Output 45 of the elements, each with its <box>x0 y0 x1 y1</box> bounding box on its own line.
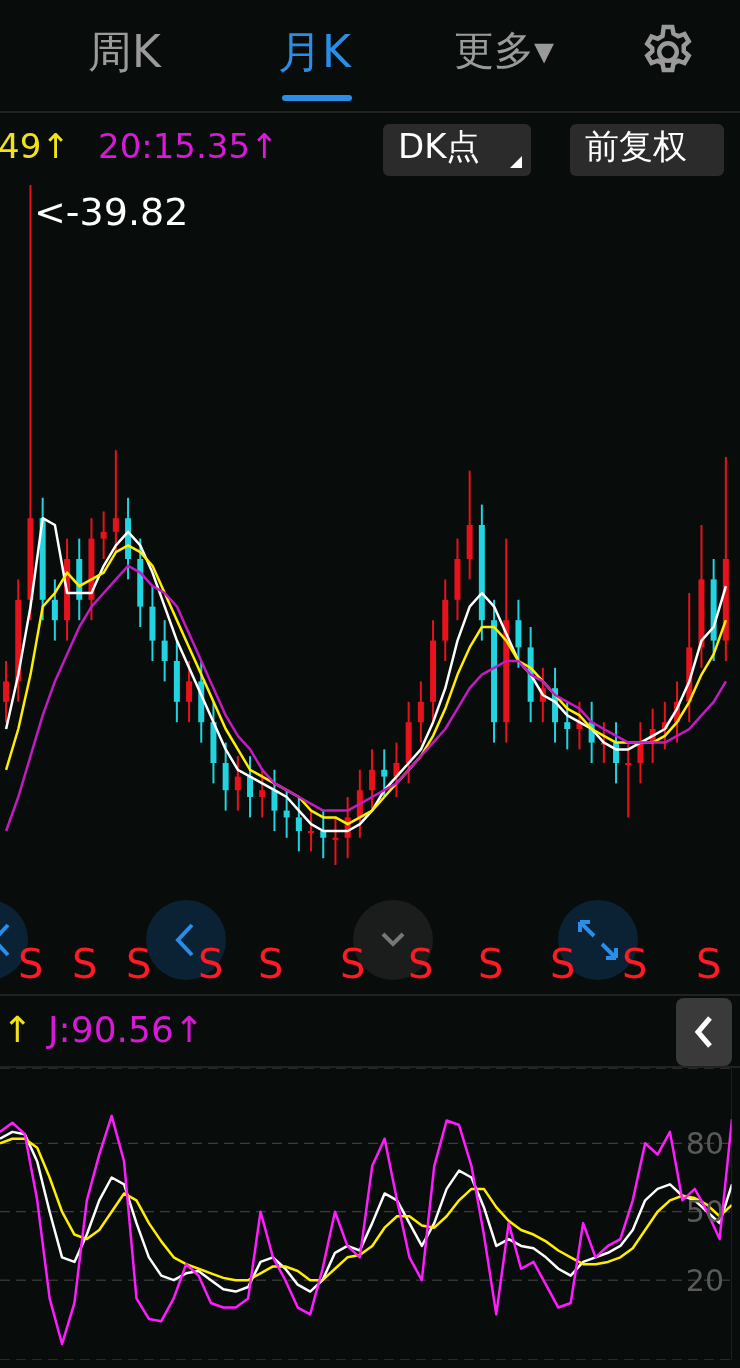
line-series <box>0 1114 732 1346</box>
candlestick <box>381 748 388 798</box>
text: S <box>478 941 504 987</box>
text: 20:15.35↑ <box>98 126 279 166</box>
candlestick <box>417 680 424 744</box>
candlestick <box>3 660 10 724</box>
text: ↑ <box>2 1009 33 1050</box>
candlestick <box>295 796 302 853</box>
candlestick <box>393 741 400 798</box>
candlestick <box>100 510 107 560</box>
candlestick <box>161 619 168 683</box>
candlestick <box>271 768 278 832</box>
candlestick <box>332 816 339 865</box>
text: S <box>258 941 284 987</box>
text: 49↑ <box>0 126 70 166</box>
y-tick-label: 20 <box>685 1262 724 1298</box>
text: S <box>550 941 576 987</box>
candlestick <box>186 660 193 724</box>
text: 周K <box>88 26 161 77</box>
text: S <box>622 941 648 987</box>
text: 更多▾ <box>454 27 555 73</box>
text: J:90.56↑ <box>48 1009 204 1050</box>
candlestick <box>320 809 327 860</box>
text: S <box>72 941 98 987</box>
candlestick <box>564 700 571 751</box>
text: S <box>340 941 366 987</box>
text: S <box>408 941 434 987</box>
candlestick <box>234 755 241 812</box>
text: DK点 <box>398 126 481 166</box>
text: 月K <box>278 26 351 77</box>
text: 前复权 <box>585 126 687 166</box>
candlestick <box>259 768 266 819</box>
y-tick-label: 80 <box>685 1125 724 1161</box>
annotation: <-39.82 <box>34 190 189 234</box>
candlestick <box>51 578 58 642</box>
candlestick <box>625 741 632 819</box>
candlestick <box>637 721 644 785</box>
candlestick <box>112 449 119 554</box>
candlestick <box>369 748 376 812</box>
text: S <box>696 941 722 987</box>
text: S <box>18 941 44 987</box>
candlestick <box>247 755 254 819</box>
text: S <box>198 941 224 987</box>
text: S <box>126 941 152 987</box>
candlestick <box>308 809 315 853</box>
